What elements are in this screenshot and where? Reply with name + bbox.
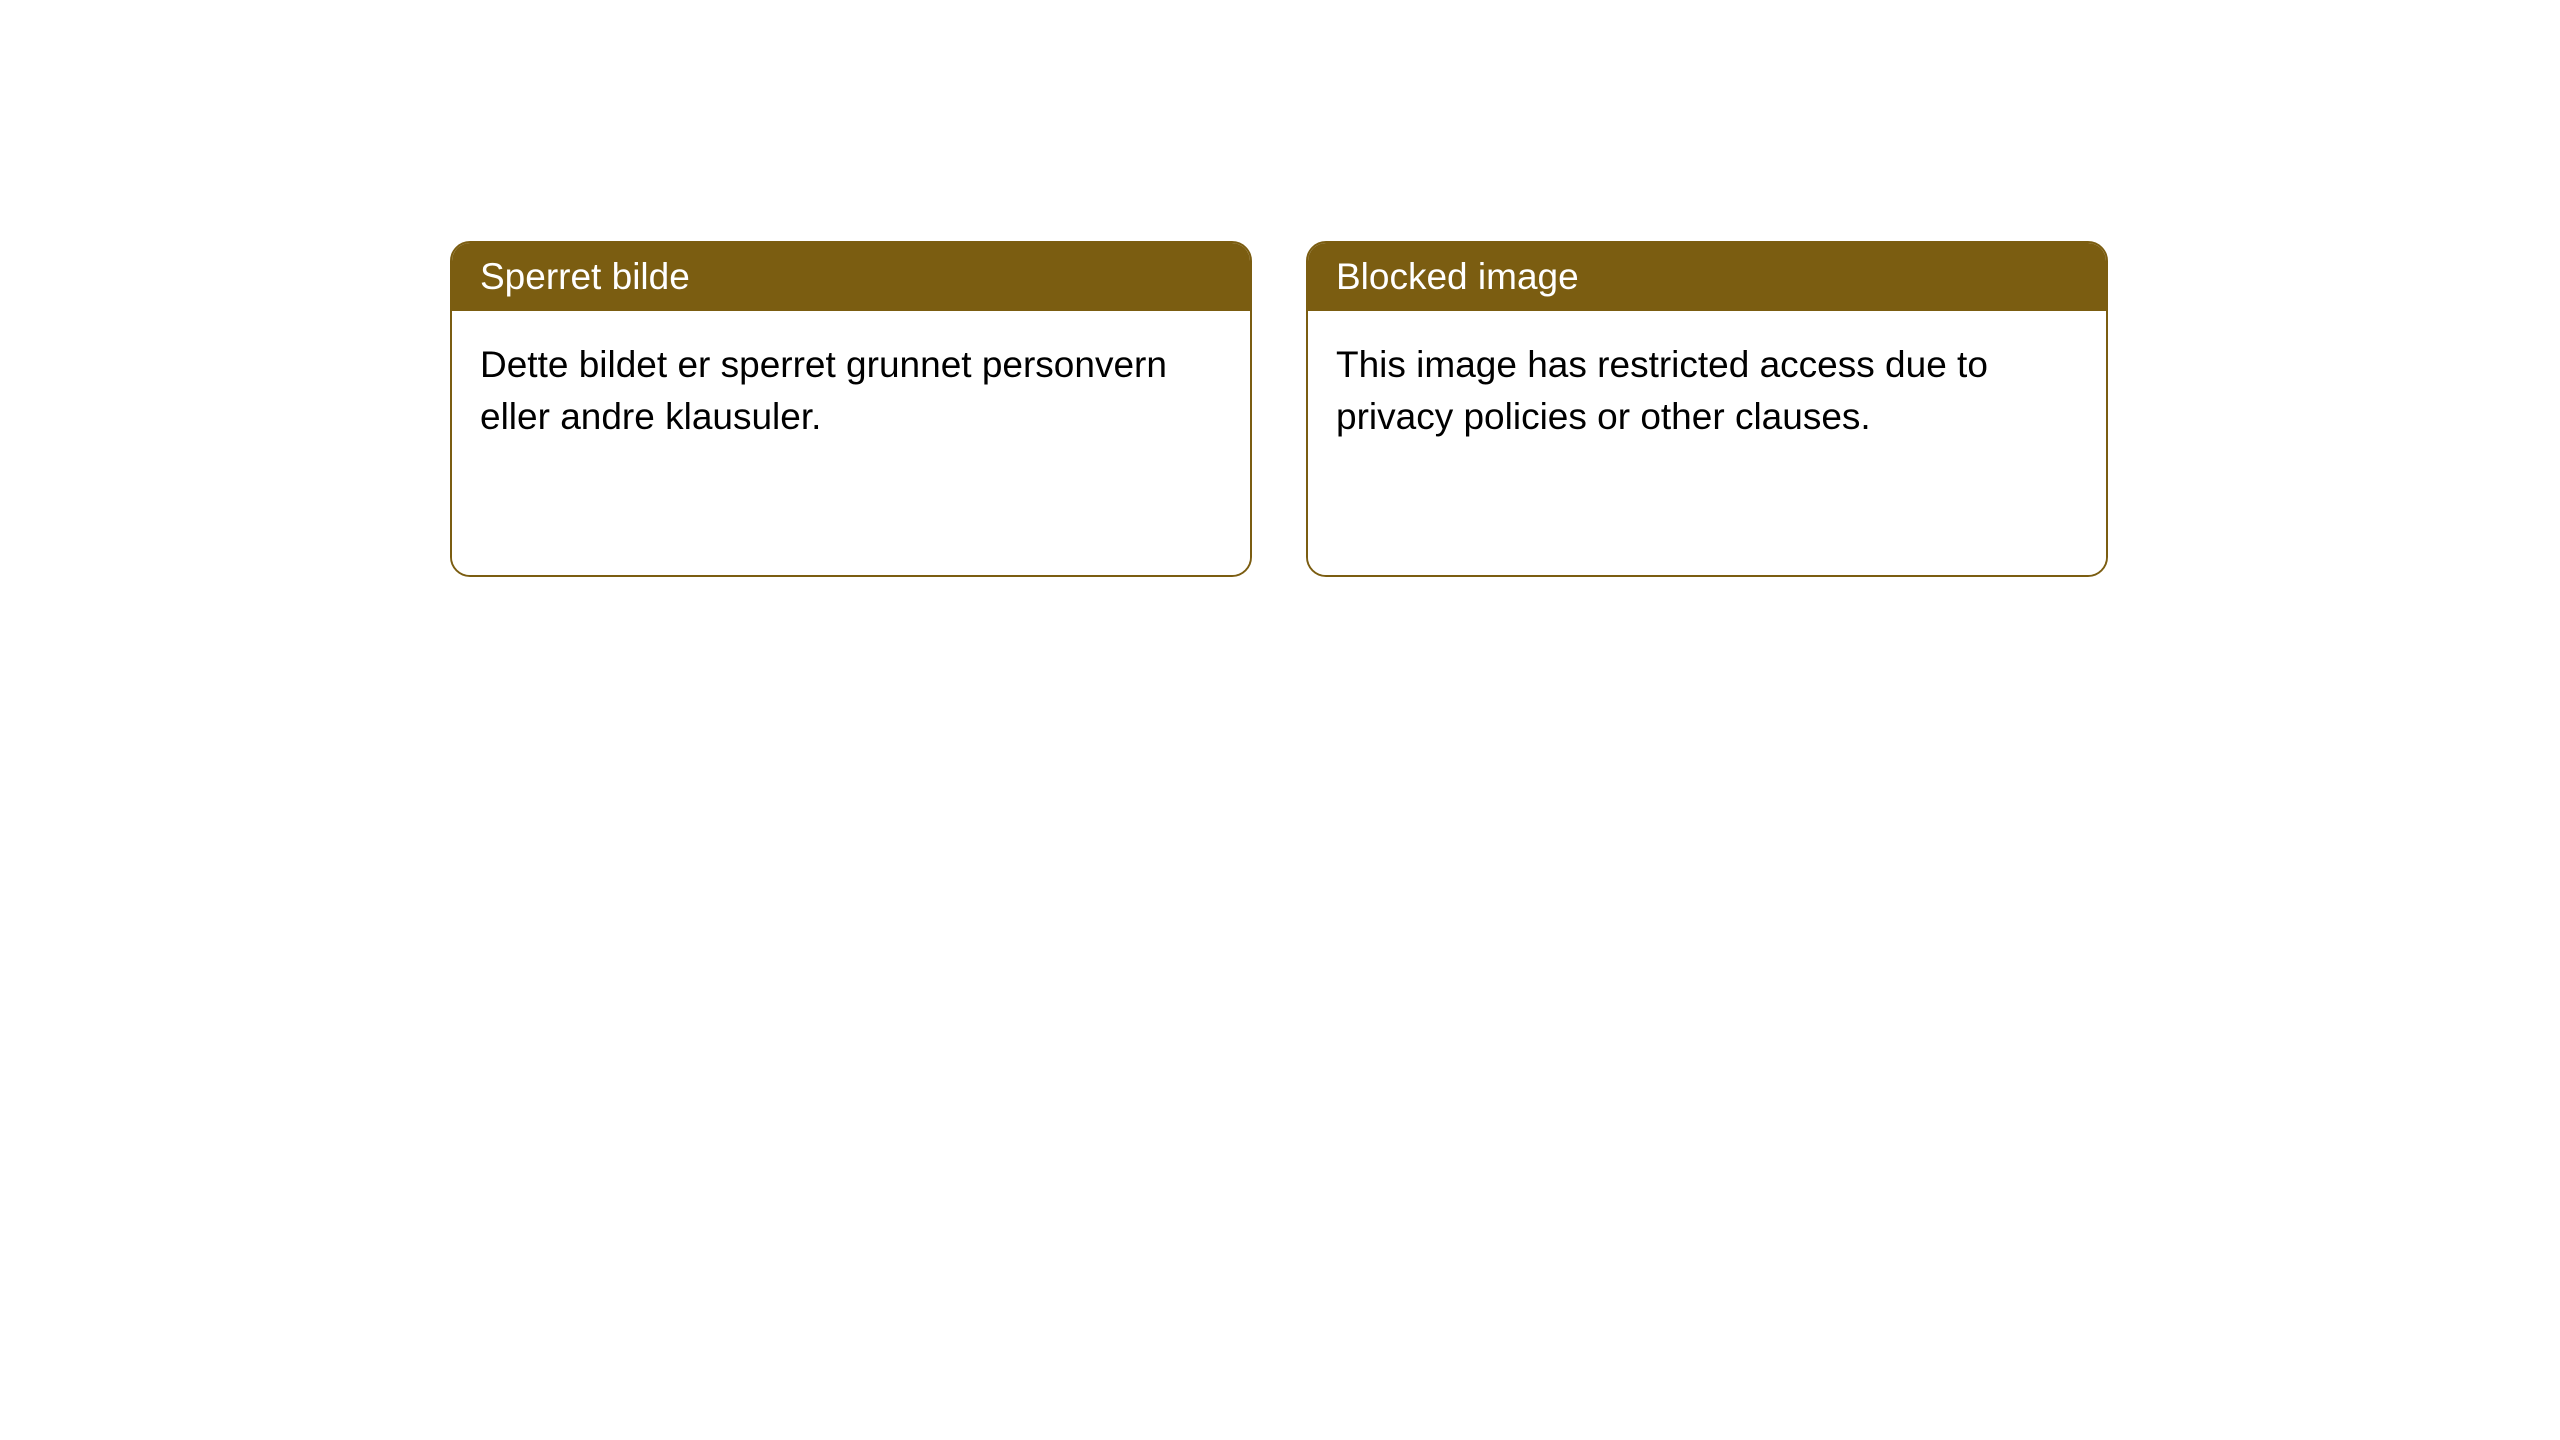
notice-container: Sperret bilde Dette bildet er sperret gr… bbox=[0, 0, 2560, 577]
notice-body-english: This image has restricted access due to … bbox=[1308, 311, 2106, 575]
notice-body-norwegian: Dette bildet er sperret grunnet personve… bbox=[452, 311, 1250, 575]
notice-title-english: Blocked image bbox=[1308, 243, 2106, 311]
notice-card-english: Blocked image This image has restricted … bbox=[1306, 241, 2108, 577]
notice-card-norwegian: Sperret bilde Dette bildet er sperret gr… bbox=[450, 241, 1252, 577]
notice-title-norwegian: Sperret bilde bbox=[452, 243, 1250, 311]
